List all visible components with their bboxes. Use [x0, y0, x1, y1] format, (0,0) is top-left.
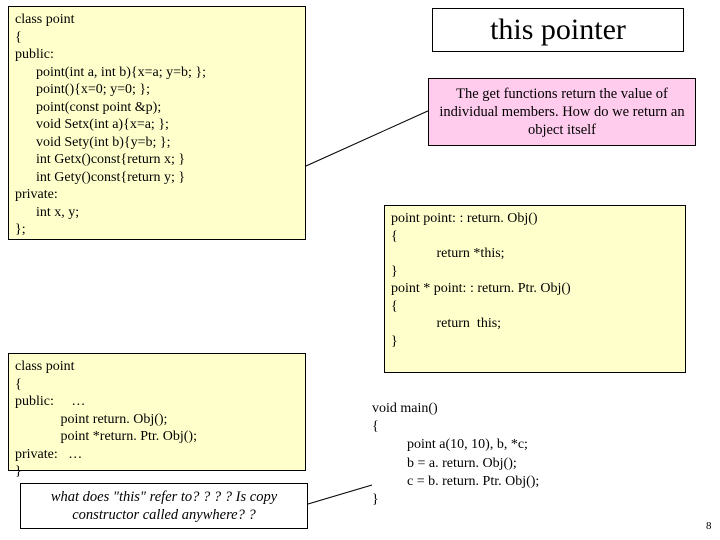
page-number: 8 [706, 520, 712, 532]
code-box-class-point-full: class point { public: point(int a, int b… [8, 6, 306, 240]
explanation-note: The get functions return the value of in… [428, 78, 696, 146]
slide-title: this pointer [432, 8, 684, 52]
question-note: what does "this" refer to? ? ? ? Is copy… [20, 483, 308, 529]
code-main-function: void main() { point a(10, 10), b, *c; b … [372, 400, 539, 509]
code-box-class-point-decl: class point { public: … point return. Ob… [8, 353, 306, 471]
code-box-return-methods-impl: point point: : return. Obj() { return *t… [384, 205, 686, 373]
